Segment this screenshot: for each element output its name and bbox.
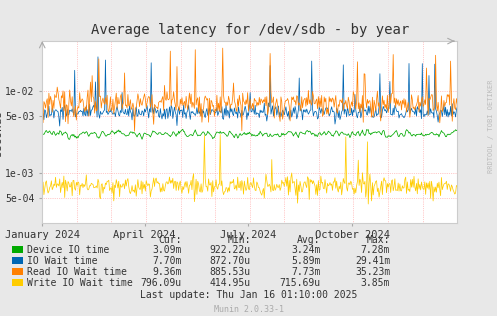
Text: Write IO Wait time: Write IO Wait time <box>27 278 133 288</box>
Text: 29.41m: 29.41m <box>355 256 390 266</box>
Text: 796.09u: 796.09u <box>140 278 181 288</box>
Text: Read IO Wait time: Read IO Wait time <box>27 267 127 277</box>
Text: Cur:: Cur: <box>158 235 181 246</box>
Y-axis label: seconds: seconds <box>0 108 2 155</box>
Title: Average latency for /dev/sdb - by year: Average latency for /dev/sdb - by year <box>90 23 409 37</box>
Text: Max:: Max: <box>367 235 390 246</box>
Text: 414.95u: 414.95u <box>210 278 251 288</box>
Text: 922.22u: 922.22u <box>210 245 251 255</box>
Text: 3.09m: 3.09m <box>152 245 181 255</box>
Text: 7.70m: 7.70m <box>152 256 181 266</box>
Text: 9.36m: 9.36m <box>152 267 181 277</box>
Text: IO Wait time: IO Wait time <box>27 256 98 266</box>
Text: 885.53u: 885.53u <box>210 267 251 277</box>
Text: 7.73m: 7.73m <box>291 267 321 277</box>
Text: 7.28m: 7.28m <box>361 245 390 255</box>
Text: Min:: Min: <box>228 235 251 246</box>
Text: 5.89m: 5.89m <box>291 256 321 266</box>
Text: 715.69u: 715.69u <box>279 278 321 288</box>
Text: Last update: Thu Jan 16 01:10:00 2025: Last update: Thu Jan 16 01:10:00 2025 <box>140 289 357 300</box>
Text: 3.85m: 3.85m <box>361 278 390 288</box>
Text: Munin 2.0.33-1: Munin 2.0.33-1 <box>214 305 283 313</box>
Text: 3.24m: 3.24m <box>291 245 321 255</box>
Text: Device IO time: Device IO time <box>27 245 109 255</box>
Text: RRDTOOL / TOBI OETIKER: RRDTOOL / TOBI OETIKER <box>488 80 494 173</box>
Text: 35.23m: 35.23m <box>355 267 390 277</box>
Text: Avg:: Avg: <box>297 235 321 246</box>
Text: 872.70u: 872.70u <box>210 256 251 266</box>
